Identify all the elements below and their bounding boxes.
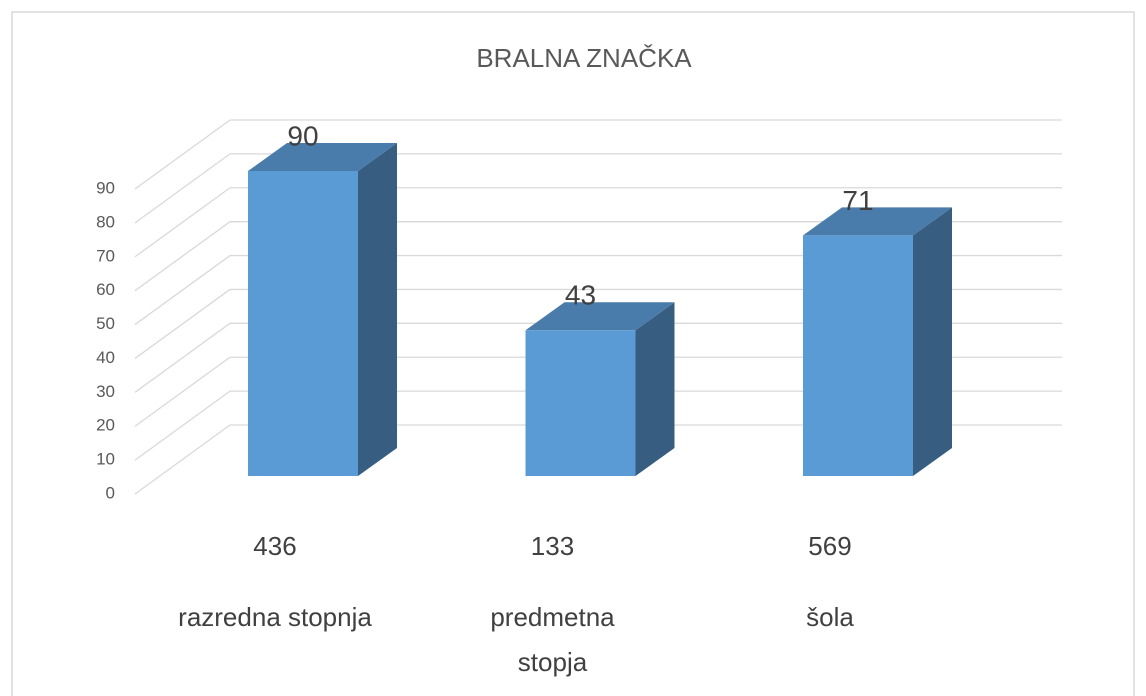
bar <box>803 235 913 476</box>
data-label: 71 <box>842 185 873 216</box>
grid-line-side <box>134 356 231 427</box>
x-tick-label: razredna stopnja <box>178 602 372 632</box>
grid-line-side <box>134 255 231 326</box>
grid-line-side <box>134 187 231 258</box>
bar-side <box>635 302 675 476</box>
y-tick-label: 40 <box>96 348 115 367</box>
bar-top <box>248 143 397 171</box>
bar-top <box>803 207 952 236</box>
y-tick-label: 10 <box>96 450 115 469</box>
y-tick-label: 30 <box>96 382 115 401</box>
x-tick-count: 436 <box>253 531 296 561</box>
y-tick-label: 70 <box>96 246 115 265</box>
chart-title: BRALNA ZNAČKA <box>476 43 692 73</box>
grid-line-side <box>134 153 231 224</box>
y-tick-label: 80 <box>96 212 115 231</box>
x-tick-count: 569 <box>808 531 851 561</box>
y-tick-label: 90 <box>96 178 115 197</box>
grid-line-side <box>134 221 231 292</box>
y-tick-label: 20 <box>96 416 115 435</box>
bar-top <box>525 302 675 331</box>
y-tick-label: 50 <box>96 314 115 333</box>
grid-line-side <box>134 424 231 495</box>
data-label: 90 <box>287 120 318 151</box>
data-label: 43 <box>565 280 596 311</box>
bar-side <box>358 143 397 476</box>
grid-line-side <box>134 322 231 393</box>
grid-line-side <box>134 390 231 461</box>
bar-side <box>913 207 952 476</box>
x-tick-label: šola <box>806 602 854 632</box>
bar <box>248 171 358 476</box>
grid-line-side <box>134 288 231 359</box>
y-tick-label: 0 <box>106 483 115 502</box>
y-tick-label: 60 <box>96 280 115 299</box>
x-tick-count: 133 <box>531 531 574 561</box>
grid-line-side <box>134 119 231 190</box>
bar <box>525 330 636 476</box>
x-tick-label: predmetna stopja <box>490 602 615 677</box>
chart-border <box>11 11 1135 696</box>
